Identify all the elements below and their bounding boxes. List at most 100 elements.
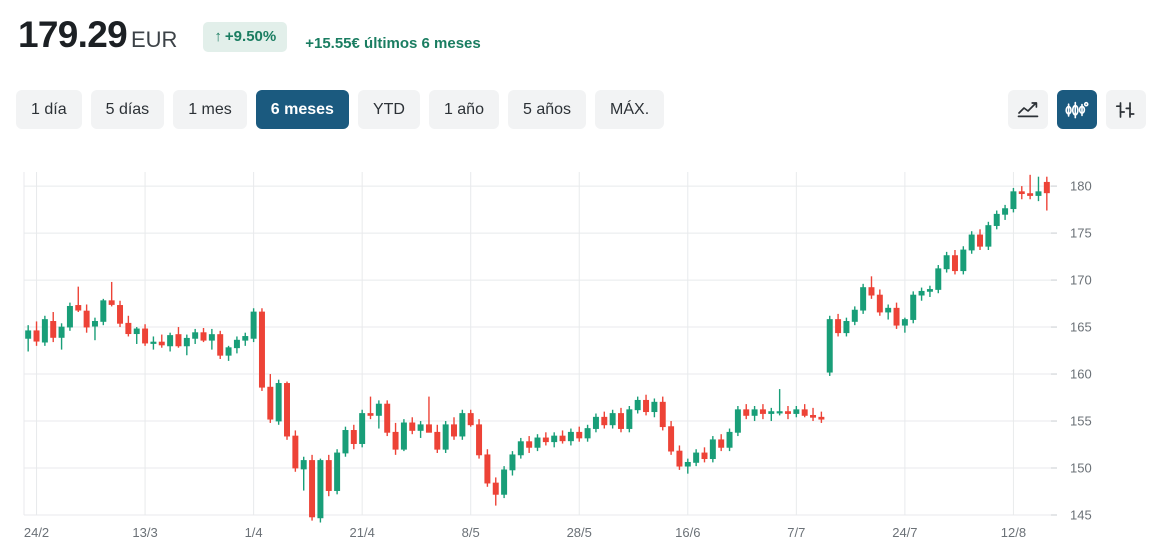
candle-up — [509, 454, 516, 471]
candle-up — [100, 300, 107, 322]
x-axis-tick-label: 28/5 — [567, 525, 592, 540]
candlestick-chart-svg[interactable]: 145 150 155 160 165 170 175 180 24/2 13/3 1/4 21/4 8… — [0, 150, 1162, 550]
candle-down — [75, 305, 82, 311]
candle-down — [618, 413, 624, 429]
candle-down — [526, 441, 533, 448]
y-axis-tick-label: 175 — [1070, 226, 1092, 241]
candle-up — [584, 428, 591, 439]
x-axis-tick-label: 24/2 — [24, 525, 49, 540]
period-selector: 1 día 5 días 1 mes 6 meses YTD 1 año 5 a… — [16, 90, 665, 129]
candle-down — [559, 435, 566, 442]
candle-up — [534, 437, 541, 448]
candle-down — [868, 287, 875, 296]
candle-down — [451, 424, 457, 437]
candle-up — [300, 460, 307, 470]
candle-up — [768, 411, 775, 414]
candle-down — [309, 460, 316, 518]
candle-up — [400, 422, 407, 450]
candle-down — [951, 255, 958, 272]
y-axis-tick-label: 150 — [1070, 461, 1092, 476]
currency-label: EUR — [130, 27, 178, 52]
period-button-max[interactable]: MÁX. — [595, 90, 665, 129]
candle-down — [718, 439, 725, 448]
candle-down — [484, 454, 491, 484]
candle-down — [392, 431, 399, 450]
candle-down — [601, 416, 608, 426]
candle-up — [208, 334, 215, 341]
candle-down — [367, 413, 374, 416]
candle-down — [576, 431, 583, 439]
candle-down — [108, 300, 115, 305]
candle-down — [876, 294, 883, 313]
candle-up — [317, 460, 324, 519]
candle-up — [726, 431, 733, 448]
candle-up — [567, 431, 574, 442]
candle-up — [985, 225, 992, 247]
candle-down — [384, 403, 391, 433]
arrow-up-icon: ↑ — [214, 27, 222, 45]
candle-up — [501, 469, 508, 495]
y-axis-tick-label: 180 — [1070, 179, 1092, 194]
candle-down — [668, 426, 675, 452]
candle-up — [751, 409, 758, 416]
candle-up — [183, 337, 190, 347]
candle-down — [801, 409, 808, 416]
candle-down — [759, 409, 766, 414]
candle-down — [643, 399, 650, 413]
candle-up — [417, 424, 424, 431]
current-price: 179.29 — [18, 14, 128, 55]
candle-up — [993, 213, 1000, 226]
candle-up — [910, 294, 917, 320]
candle-up — [943, 255, 950, 270]
candle-down — [659, 401, 666, 428]
candlestick-chart-icon — [1065, 100, 1089, 120]
line-chart-type-button[interactable] — [1008, 90, 1048, 129]
candle-up — [709, 439, 716, 460]
candle-down — [125, 322, 132, 335]
period-button-1-ano[interactable]: 1 año — [428, 90, 499, 129]
candle-down — [200, 332, 207, 341]
period-button-1-dia[interactable]: 1 día — [16, 90, 82, 129]
candle-up — [150, 341, 157, 344]
ohlc-bar-chart-type-button[interactable] — [1106, 90, 1146, 129]
candle-up — [551, 435, 558, 443]
price-chart[interactable]: 145 150 155 160 165 170 175 180 24/2 13/3 1/4 21/4 8… — [0, 150, 1162, 550]
period-button-5-anos[interactable]: 5 años — [507, 90, 587, 129]
candle-up — [91, 321, 98, 327]
period-button-6-meses[interactable]: 6 meses — [255, 90, 349, 129]
candle-down — [284, 383, 291, 437]
candle-up — [66, 305, 73, 328]
candle-up — [684, 461, 691, 467]
period-button-ytd[interactable]: YTD — [357, 90, 420, 129]
candle-down — [810, 414, 817, 418]
candle-down — [893, 307, 900, 326]
candle-up — [609, 413, 616, 426]
candle-down — [175, 334, 182, 347]
candle-down — [476, 424, 483, 456]
candle-down — [83, 310, 90, 328]
candle-up — [250, 311, 257, 339]
candle-down — [542, 437, 549, 443]
change-percent-value: +9.50% — [224, 27, 277, 45]
candle-up — [901, 319, 908, 326]
x-axis-tick-label: 8/5 — [462, 525, 480, 540]
candle-up — [192, 332, 199, 339]
candle-up — [860, 287, 867, 311]
candle-up — [1035, 191, 1042, 196]
candle-up — [225, 347, 232, 356]
candle-up — [826, 319, 833, 373]
candle-down — [676, 450, 683, 467]
candle-up — [885, 307, 892, 313]
y-axis-tick-label: 165 — [1070, 320, 1092, 335]
y-axis-tick-label: 170 — [1070, 273, 1092, 288]
candle-down — [977, 234, 984, 247]
period-button-5-dias[interactable]: 5 días — [90, 90, 165, 129]
x-axis-tick-label: 16/6 — [675, 525, 700, 540]
candlestick-chart-type-button[interactable] — [1057, 90, 1097, 129]
candle-down — [292, 435, 299, 469]
candle-up — [359, 413, 366, 444]
line-chart-icon — [1017, 101, 1039, 119]
candle-down — [33, 330, 40, 342]
period-button-1-mes[interactable]: 1 mes — [173, 90, 247, 129]
